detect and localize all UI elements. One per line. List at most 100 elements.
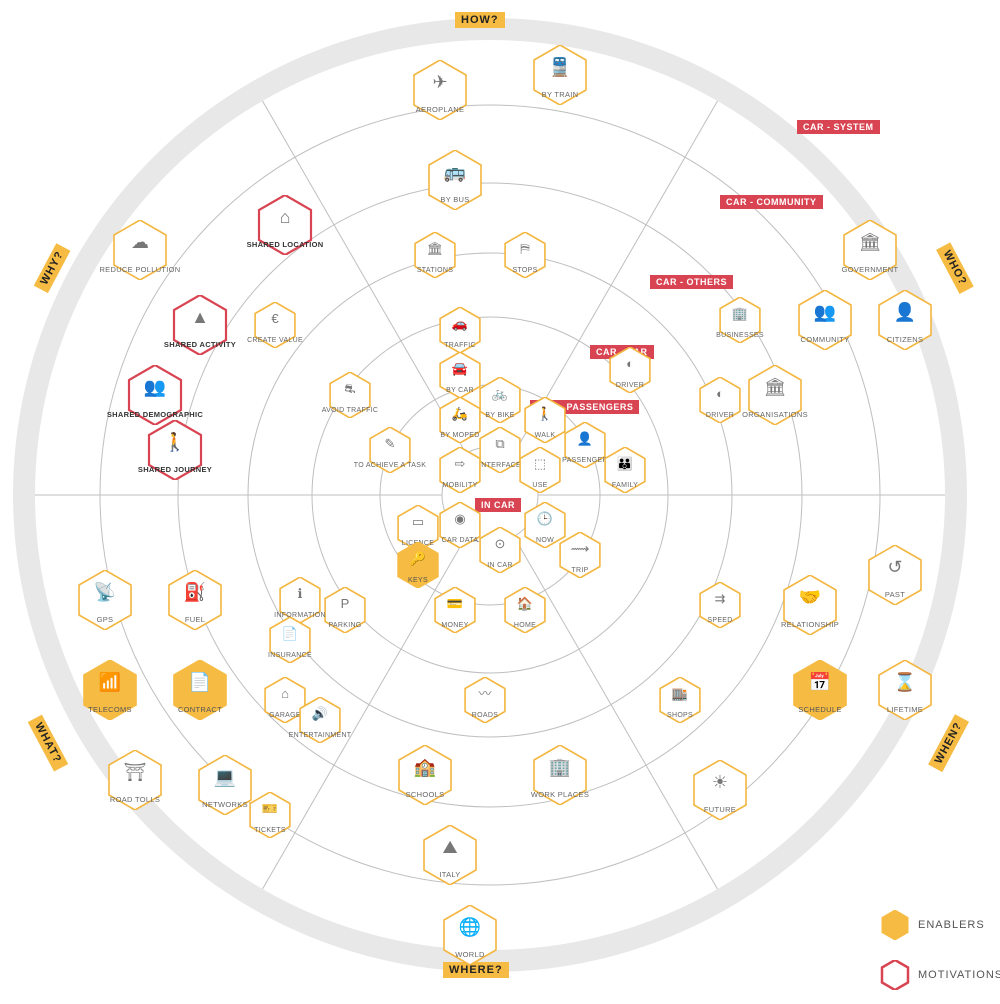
hex-icon: 🔑 (410, 552, 426, 565)
hex-label: TICKETS (254, 827, 286, 834)
hex-node: ⇨MOBILITY (437, 447, 483, 493)
hex-label: SHARED JOURNEY (138, 465, 212, 474)
legend-item: ENABLERS (880, 910, 985, 940)
hex-node: ⟿TRIP (557, 532, 603, 578)
hex-label: FUEL (185, 615, 205, 624)
hex-label: INTERFACE (479, 462, 521, 469)
hex-node: 👪FAMILY (602, 447, 648, 493)
hex-icon: ✎ (385, 437, 396, 450)
hex-icon: ⟿ (571, 542, 590, 555)
hex-label: BY MOPED (440, 432, 479, 439)
hex-icon: 💻 (214, 768, 236, 786)
hex-node: 📅 SCHEDULE (790, 660, 850, 720)
legend-label: MOTIVATIONS (918, 969, 1000, 981)
hex-node: ✈AEROPLANE (410, 60, 470, 120)
sector-label: HOW? (455, 12, 505, 28)
hex-icon: 📄 (282, 627, 298, 640)
hex-icon: 🏛 (427, 242, 444, 255)
hex-node: ✎TO ACHIEVE A TASK (367, 427, 413, 473)
hex-icon: 🏠 (517, 597, 533, 610)
hex-icon: 👪 (617, 457, 633, 470)
ring-label: CAR - SYSTEM (797, 120, 880, 134)
hex-node: 🚌BY BUS (425, 150, 485, 210)
hex-node: 〰ROADS (462, 677, 508, 723)
hex-node: ⛩ ROAD TOLLS (105, 750, 165, 810)
hex-label: SCHOOLS (406, 790, 445, 799)
hex-node: ⌂SHARED LOCATION (255, 195, 315, 255)
hex-label: ITALY (439, 870, 460, 879)
hex-icon: ☁ (131, 233, 149, 251)
hex-label: SCHEDULE (798, 705, 841, 714)
hex-label: NETWORKS (202, 800, 248, 809)
hex-label: CREATE VALUE (247, 337, 303, 344)
hex-icon: ◉ (454, 512, 465, 525)
hex-label: BY TRAIN (542, 90, 579, 99)
hex-icon: 📶 (99, 673, 121, 691)
ring-label: CAR - COMMUNITY (720, 195, 823, 209)
hex-label: CITIZENS (887, 335, 924, 344)
radial-diagram: HOW?WHO?WHEN?WHERE?WHAT?WHY? CAR - SYSTE… (0, 0, 1000, 999)
hex-label: STOPS (512, 267, 537, 274)
hex-label: SHARED ACTIVITY (164, 340, 236, 349)
hex-icon: ⊙ (495, 537, 506, 550)
hex-node: 🎫TICKETS (247, 792, 293, 838)
hex-node: ⛰ITALY (420, 825, 480, 885)
hex-node: 🚆 BY TRAIN (530, 45, 590, 105)
hex-icon: 🏫 (414, 758, 436, 776)
hex-icon: ⛩ (124, 763, 147, 781)
hex-icon: 📅 (809, 673, 831, 691)
hex-label: SHOPS (667, 712, 693, 719)
hex-label: PARKING (328, 622, 361, 629)
hex-label: WORLD (455, 950, 484, 959)
hex-node: 👥COMMUNITY (795, 290, 855, 350)
hex-node: ⇉ SPEED (697, 582, 743, 628)
hex-node: 🚗TRAFFIC (437, 307, 483, 353)
hex-icon: ⇉ (715, 592, 726, 605)
hex-node: 🏢BUSINESSES (717, 297, 763, 343)
hex-label: TRAFFIC (444, 342, 476, 349)
hex-node: 👤 CITIZENS (875, 290, 935, 350)
hex-label: TO ACHIEVE A TASK (354, 462, 426, 469)
hex-label: USE (532, 482, 547, 489)
hex-node: ⛐AVOID TRAFFIC (327, 372, 373, 418)
hex-node: €CREATE VALUE (252, 302, 298, 348)
hex-label: COMMUNITY (801, 335, 850, 344)
hex-node: ☀FUTURE (690, 760, 750, 820)
hex-label: BUSINESSES (716, 332, 764, 339)
hex-label: FUTURE (704, 805, 736, 814)
hex-label: WALK (535, 432, 556, 439)
hex-label: SPEED (707, 617, 732, 624)
hex-node: 🚶SHARED JOURNEY (145, 420, 205, 480)
hex-label: DRIVER (706, 412, 734, 419)
hex-node: 🏛ORGANISATIONS (745, 365, 805, 425)
hex-icon: 👤 (894, 303, 916, 321)
hex-icon: 🌐 (459, 918, 481, 936)
hex-icon: € (271, 312, 278, 325)
hex-label: MOBILITY (442, 482, 477, 489)
hex-icon: 🚆 (549, 58, 571, 76)
hex-label: IN CAR (487, 562, 513, 569)
hex-icon: 〰 (478, 687, 491, 700)
hex-node: 📡GPS (75, 570, 135, 630)
hex-label: SHARED DEMOGRAPHIC (107, 410, 203, 419)
hex-node: 🏛 GOVERNMENT (840, 220, 900, 280)
hex-node: 🌐 WORLD (440, 905, 500, 965)
hex-label: GOVERNMENT (842, 265, 899, 274)
hex-icon: ℹ (298, 587, 303, 600)
hex-label: GPS (97, 615, 114, 624)
hex-node: PPARKING (322, 587, 368, 633)
hex-node: ⬚USE (517, 447, 563, 493)
hex-node: 🏠HOME (502, 587, 548, 633)
hex-label: NOW (536, 537, 554, 544)
hex-icon: 🏛 (859, 233, 882, 251)
hex-icon: 👤 (577, 432, 593, 445)
hex-icon: ◐ (626, 357, 634, 370)
hex-icon: 🚌 (444, 163, 466, 181)
hex-node: ▲SHARED ACTIVITY (170, 295, 230, 355)
hex-icon: ⧉ (495, 437, 504, 450)
hex-label: ROAD TOLLS (110, 795, 160, 804)
hex-node: 💳MONEY (432, 587, 478, 633)
hex-node: 🏫 SCHOOLS (395, 745, 455, 805)
hex-node: 🏬SHOPS (657, 677, 703, 723)
hex-label: ENTERTAINMENT (289, 732, 352, 739)
